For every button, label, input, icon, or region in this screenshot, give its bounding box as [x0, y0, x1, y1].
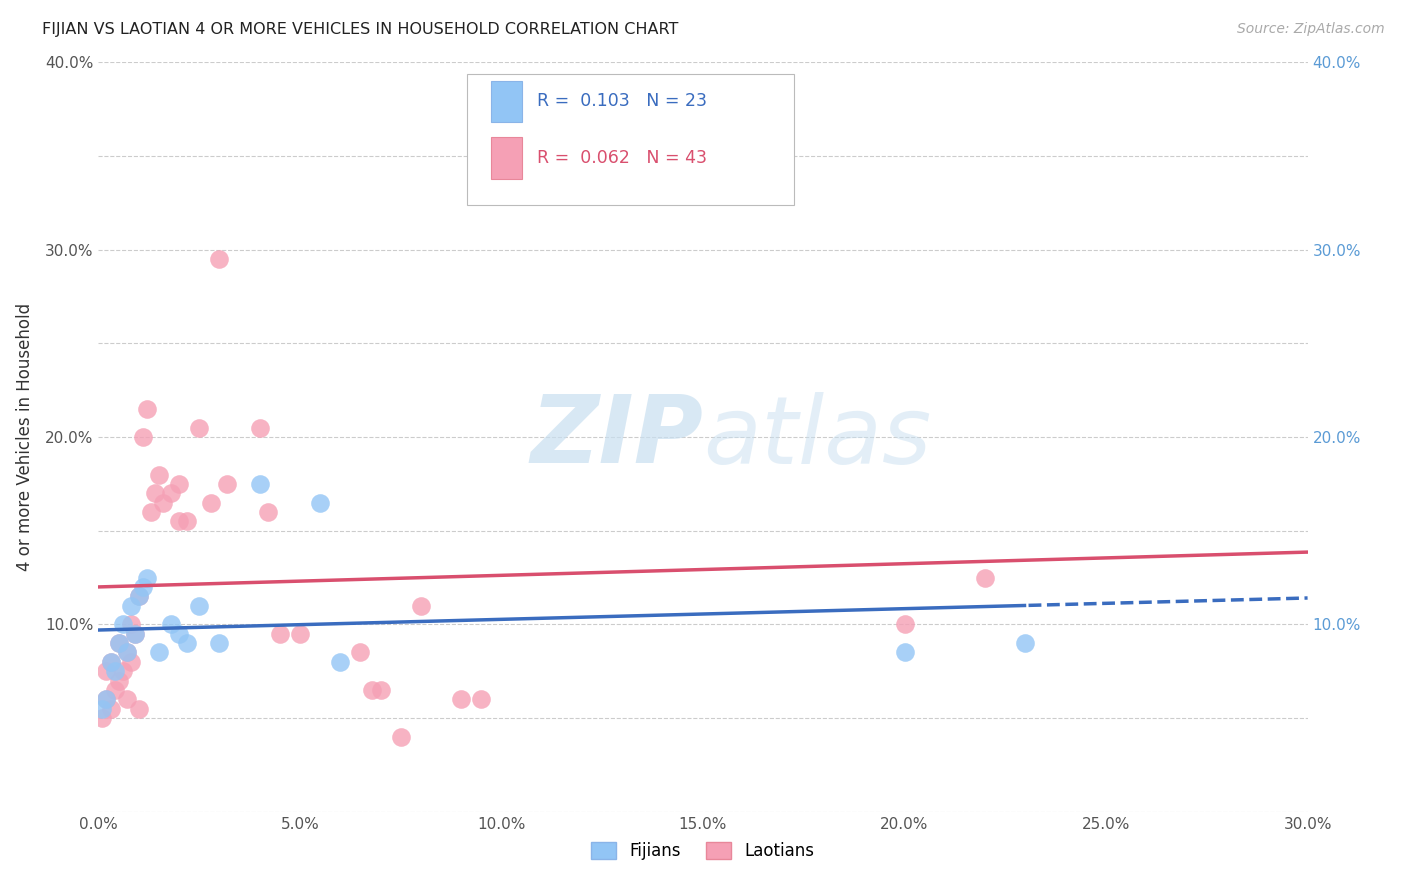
Point: [100, 701, 122, 715]
Point: [128, 590, 150, 604]
Point: [100, 655, 122, 669]
Legend: Fijians, Laotians: Fijians, Laotians: [585, 836, 821, 867]
Point: [132, 430, 155, 444]
Point: [217, 476, 239, 491]
Point: [115, 692, 138, 706]
Point: [120, 655, 142, 669]
Point: [893, 646, 915, 660]
Text: R =  0.103   N = 23: R = 0.103 N = 23: [537, 93, 707, 111]
FancyBboxPatch shape: [492, 137, 522, 178]
Point: [288, 626, 311, 640]
Point: [309, 496, 332, 510]
Text: ZIP: ZIP: [530, 391, 703, 483]
Point: [111, 617, 134, 632]
Point: [120, 599, 142, 613]
Point: [208, 252, 231, 266]
Point: [370, 683, 392, 698]
Point: [107, 636, 129, 650]
Point: [167, 514, 190, 528]
Point: [389, 730, 412, 744]
Point: [249, 476, 271, 491]
Point: [256, 505, 278, 519]
Point: [152, 496, 174, 510]
Point: [120, 617, 142, 632]
Point: [96, 692, 118, 706]
Point: [103, 664, 125, 679]
Point: [188, 599, 211, 613]
Point: [160, 617, 183, 632]
Point: [160, 486, 183, 500]
Point: [100, 655, 122, 669]
Point: [107, 673, 129, 688]
Point: [269, 626, 291, 640]
Text: atlas: atlas: [703, 392, 931, 483]
Point: [115, 646, 138, 660]
Point: [470, 692, 492, 706]
Point: [96, 664, 118, 679]
Point: [124, 626, 146, 640]
Point: [208, 636, 231, 650]
Text: R =  0.062   N = 43: R = 0.062 N = 43: [537, 149, 707, 168]
Point: [115, 646, 138, 660]
Point: [128, 590, 150, 604]
Point: [128, 701, 150, 715]
Text: FIJIAN VS LAOTIAN 4 OR MORE VEHICLES IN HOUSEHOLD CORRELATION CHART: FIJIAN VS LAOTIAN 4 OR MORE VEHICLES IN …: [42, 22, 679, 37]
Point: [200, 496, 222, 510]
Point: [91, 711, 114, 725]
Point: [139, 505, 162, 519]
Point: [329, 655, 352, 669]
Point: [188, 421, 211, 435]
Text: Source: ZipAtlas.com: Source: ZipAtlas.com: [1237, 22, 1385, 37]
Point: [974, 571, 997, 585]
Point: [893, 617, 915, 632]
Point: [135, 571, 157, 585]
FancyBboxPatch shape: [492, 81, 522, 122]
Point: [450, 692, 472, 706]
Y-axis label: 4 or more Vehicles in Household: 4 or more Vehicles in Household: [15, 303, 34, 571]
Point: [148, 467, 170, 482]
Point: [361, 683, 384, 698]
Point: [135, 401, 157, 416]
Point: [176, 636, 198, 650]
Point: [349, 646, 371, 660]
Point: [132, 580, 155, 594]
Point: [96, 692, 118, 706]
Point: [176, 514, 198, 528]
Point: [249, 421, 271, 435]
Point: [103, 683, 125, 698]
Point: [1014, 636, 1036, 650]
Point: [167, 626, 190, 640]
Point: [148, 646, 170, 660]
Point: [143, 486, 166, 500]
Point: [111, 664, 134, 679]
Point: [124, 626, 146, 640]
Point: [91, 701, 114, 715]
Point: [167, 476, 190, 491]
FancyBboxPatch shape: [467, 74, 793, 205]
Point: [409, 599, 432, 613]
Point: [107, 636, 129, 650]
